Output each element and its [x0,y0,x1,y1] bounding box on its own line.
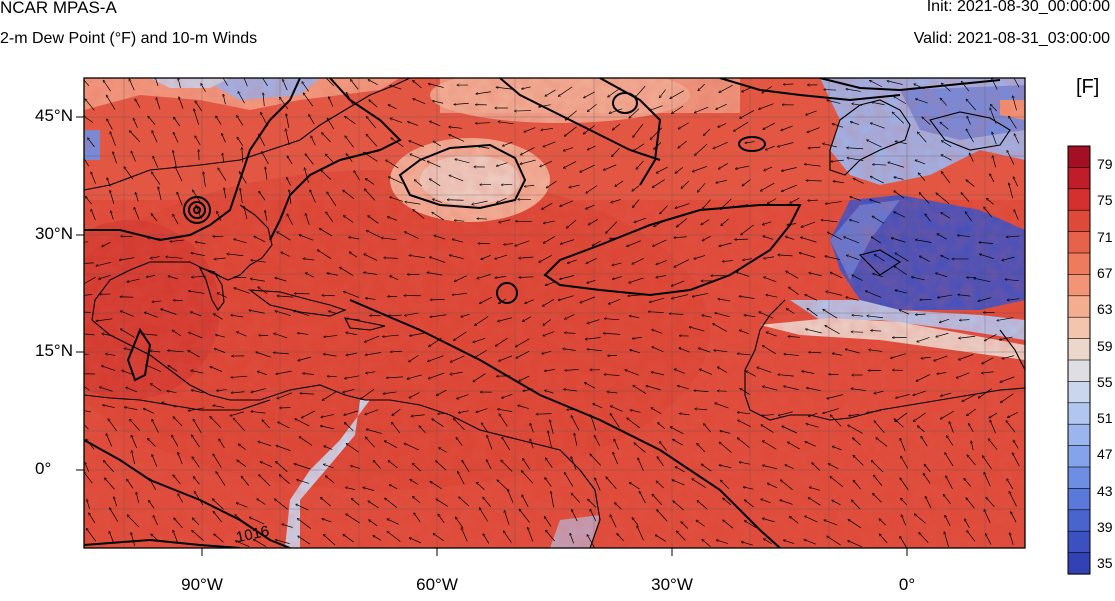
colorbar-swatch [1068,510,1090,532]
lon-label-0: 0° [899,575,915,595]
colorbar-swatch [1068,210,1090,232]
colorbar-label: 35 [1097,555,1113,571]
lon-label-30w: 30°W [651,575,693,595]
colorbar-label: 43 [1097,483,1113,499]
colorbar-swatch [1068,467,1090,489]
colorbar-label: 39 [1097,519,1113,535]
colorbar-swatch [1068,488,1090,510]
colorbar-swatch [1068,446,1090,468]
colorbar-label: 67 [1097,265,1113,281]
colorbar [1068,146,1090,574]
colorbar-label: 63 [1097,301,1113,317]
colorbar-swatch [1068,146,1090,168]
colorbar-label: 51 [1097,410,1113,426]
colorbar-swatch [1068,553,1090,575]
lon-label-60w: 60°W [416,575,458,595]
colorbar-label: 47 [1097,446,1113,462]
colorbar-swatch [1068,317,1090,339]
colorbar-swatch [1068,403,1090,425]
colorbar-label: 55 [1097,374,1113,390]
lon-label-90w: 90°W [181,575,223,595]
colorbar-label: 71 [1097,229,1113,245]
colorbar-swatch [1068,339,1090,361]
colorbar-swatch [1068,360,1090,382]
colorbar-swatch [1068,424,1090,446]
colorbar-swatch [1068,274,1090,296]
colorbar-swatch [1068,232,1090,254]
lat-label-15n: 15°N [35,341,73,361]
colorbar-swatch [1068,167,1090,189]
colorbar-swatch [1068,381,1090,403]
dewpoint-field [40,67,1025,548]
lat-label-45n: 45°N [35,106,73,126]
colorbar-label: 79 [1097,156,1113,172]
colorbar-swatch [1068,296,1090,318]
lat-label-30n: 30°N [35,224,73,244]
colorbar-swatch [1068,531,1090,553]
colorbar-label: 75 [1097,192,1113,208]
lat-label-0: 0° [35,459,51,479]
colorbar-swatch [1068,253,1090,275]
colorbar-swatch [1068,189,1090,211]
colorbar-units: [F] [1076,76,1099,99]
colorbar-label: 59 [1097,338,1113,354]
